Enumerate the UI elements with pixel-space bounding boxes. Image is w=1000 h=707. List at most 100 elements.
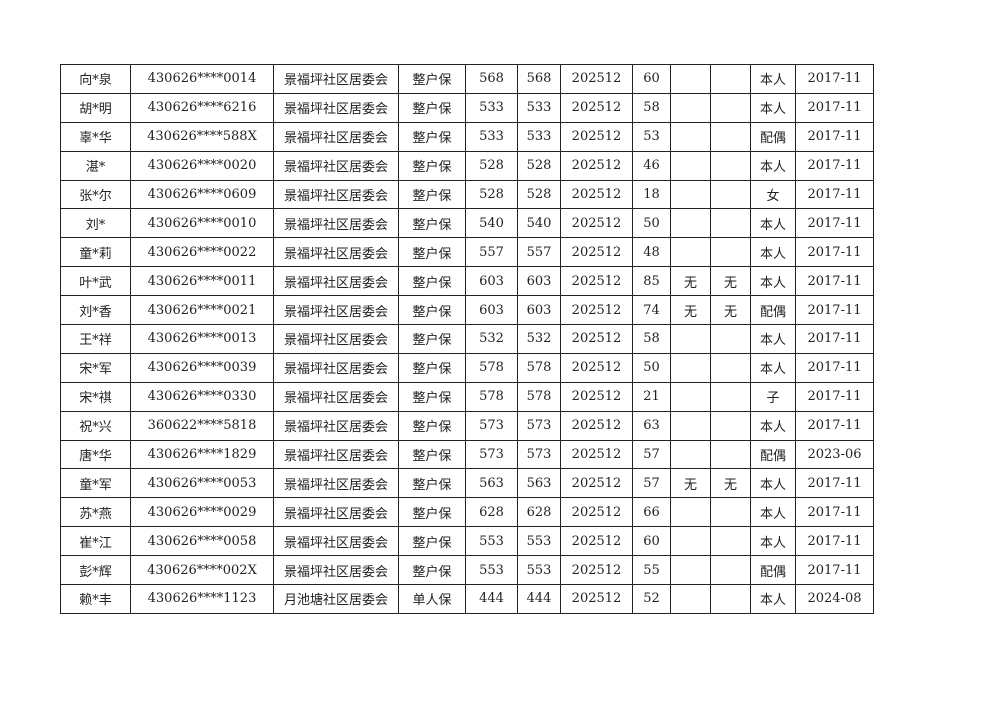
- cell-relation: 本人: [750, 410, 796, 441]
- cell-amount-b: 578: [517, 381, 561, 412]
- cell-field-9: 无: [670, 468, 711, 499]
- cell-amount-a: 444: [465, 584, 518, 614]
- cell-aid-type: 整户保: [398, 439, 466, 470]
- cell-field-10: 无: [710, 266, 751, 297]
- cell-age: 58: [632, 324, 671, 354]
- cell-community: 景福坪社区居委会: [273, 179, 399, 210]
- cell-id-number: 360622****5818: [130, 410, 274, 441]
- cell-start-date: 2017-11: [795, 526, 874, 557]
- table-row: 湛* 430626****0020 景福坪社区居委会 整户保 528 528 202512 4…: [60, 150, 874, 181]
- cell-relation: 配偶: [750, 555, 796, 586]
- cell-community: 景福坪社区居委会: [273, 381, 399, 412]
- cell-start-date: 2017-11: [795, 468, 874, 499]
- cell-period: 202512: [560, 468, 633, 499]
- cell-amount-a: 540: [465, 208, 518, 239]
- cell-age: 50: [632, 208, 671, 239]
- cell-id-number: 430626****0609: [130, 179, 274, 210]
- cell-amount-a: 553: [465, 526, 518, 557]
- cell-field-10: [710, 526, 751, 557]
- cell-field-10: 无: [710, 468, 751, 499]
- cell-field-9: [670, 439, 711, 470]
- cell-aid-type: 整户保: [398, 526, 466, 557]
- cell-relation: 本人: [750, 64, 796, 94]
- cell-relation: 本人: [750, 352, 796, 383]
- cell-start-date: 2017-11: [795, 121, 874, 152]
- cell-amount-a: 557: [465, 237, 518, 268]
- cell-age: 18: [632, 179, 671, 210]
- cell-start-date: 2024-08: [795, 584, 874, 614]
- cell-age: 57: [632, 468, 671, 499]
- cell-start-date: 2017-11: [795, 208, 874, 239]
- table-row: 苏*燕 430626****0029 景福坪社区居委会 整户保 628 628 202512…: [60, 497, 874, 528]
- cell-community: 景福坪社区居委会: [273, 121, 399, 152]
- cell-field-9: [670, 92, 711, 123]
- cell-field-9: 无: [670, 295, 711, 326]
- cell-relation: 本人: [750, 266, 796, 297]
- cell-community: 景福坪社区居委会: [273, 439, 399, 470]
- cell-field-9: [670, 584, 711, 614]
- cell-field-10: [710, 64, 751, 94]
- cell-field-10: [710, 410, 751, 441]
- cell-amount-b: 553: [517, 555, 561, 586]
- cell-aid-type: 整户保: [398, 237, 466, 268]
- cell-amount-a: 578: [465, 381, 518, 412]
- cell-field-10: [710, 237, 751, 268]
- cell-age: 60: [632, 526, 671, 557]
- cell-period: 202512: [560, 381, 633, 412]
- cell-start-date: 2017-11: [795, 179, 874, 210]
- cell-amount-b: 540: [517, 208, 561, 239]
- cell-field-9: [670, 121, 711, 152]
- cell-id-number: 430626****6216: [130, 92, 274, 123]
- cell-id-number: 430626****0039: [130, 352, 274, 383]
- cell-field-10: [710, 324, 751, 354]
- cell-period: 202512: [560, 352, 633, 383]
- cell-start-date: 2017-11: [795, 497, 874, 528]
- cell-amount-a: 573: [465, 410, 518, 441]
- table-row: 童*军 430626****0053 景福坪社区居委会 整户保 563 563 202512…: [60, 468, 874, 499]
- cell-field-10: 无: [710, 295, 751, 326]
- cell-period: 202512: [560, 324, 633, 354]
- cell-community: 景福坪社区居委会: [273, 208, 399, 239]
- cell-amount-b: 533: [517, 92, 561, 123]
- cell-name: 童*军: [60, 468, 131, 499]
- table-row: 辜*华 430626****588X 景福坪社区居委会 整户保 533 533 202512…: [60, 121, 874, 152]
- cell-amount-a: 528: [465, 179, 518, 210]
- cell-name: 祝*兴: [60, 410, 131, 441]
- cell-age: 57: [632, 439, 671, 470]
- cell-community: 景福坪社区居委会: [273, 92, 399, 123]
- cell-amount-a: 628: [465, 497, 518, 528]
- cell-amount-b: 528: [517, 179, 561, 210]
- cell-relation: 本人: [750, 150, 796, 181]
- cell-amount-a: 603: [465, 295, 518, 326]
- cell-community: 景福坪社区居委会: [273, 266, 399, 297]
- cell-amount-b: 563: [517, 468, 561, 499]
- cell-name: 唐*华: [60, 439, 131, 470]
- cell-age: 60: [632, 64, 671, 94]
- table-row: 叶*武 430626****0011 景福坪社区居委会 整户保 603 603 202512…: [60, 266, 874, 297]
- cell-id-number: 430626****1123: [130, 584, 274, 614]
- cell-age: 50: [632, 352, 671, 383]
- cell-community: 景福坪社区居委会: [273, 237, 399, 268]
- table-row: 刘* 430626****0010 景福坪社区居委会 整户保 540 540 202512 5…: [60, 208, 874, 239]
- cell-aid-type: 整户保: [398, 352, 466, 383]
- cell-start-date: 2017-11: [795, 237, 874, 268]
- cell-period: 202512: [560, 584, 633, 614]
- cell-age: 53: [632, 121, 671, 152]
- cell-amount-a: 532: [465, 324, 518, 354]
- cell-amount-a: 568: [465, 64, 518, 94]
- records-table: 向*泉 430626****0014 景福坪社区居委会 整户保 568 568 202512…: [60, 64, 874, 614]
- cell-field-10: [710, 179, 751, 210]
- cell-period: 202512: [560, 121, 633, 152]
- cell-id-number: 430626****0330: [130, 381, 274, 412]
- cell-id-number: 430626****0011: [130, 266, 274, 297]
- cell-start-date: 2017-11: [795, 64, 874, 94]
- cell-name: 刘*: [60, 208, 131, 239]
- cell-community: 景福坪社区居委会: [273, 324, 399, 354]
- cell-field-9: [670, 381, 711, 412]
- cell-field-9: [670, 237, 711, 268]
- cell-relation: 配偶: [750, 121, 796, 152]
- cell-community: 景福坪社区居委会: [273, 352, 399, 383]
- cell-field-9: [670, 208, 711, 239]
- cell-name: 湛*: [60, 150, 131, 181]
- table-row: 赖*丰 430626****1123 月池塘社区居委会 单人保 444 444 202512…: [60, 584, 874, 614]
